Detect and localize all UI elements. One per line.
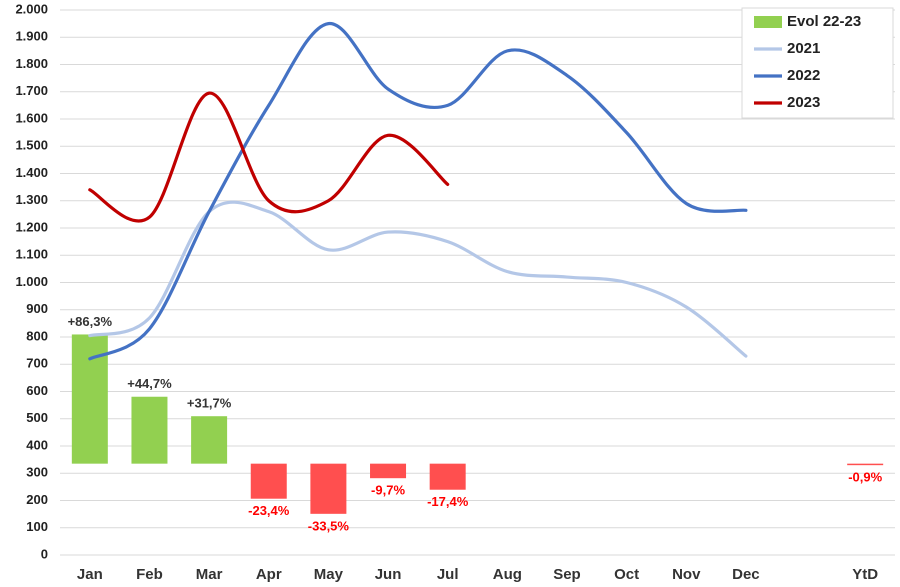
- x-tick-label: May: [314, 566, 344, 583]
- y-tick-label: 600: [26, 383, 48, 398]
- bar: [191, 416, 228, 464]
- bar: [847, 463, 884, 466]
- value-label: +31,7%: [187, 396, 232, 411]
- y-tick-label: 1.300: [15, 192, 48, 207]
- y-tick-label: 1.200: [15, 219, 48, 234]
- legend-label: 2023: [787, 94, 820, 111]
- x-tick-label: Jun: [375, 566, 402, 583]
- x-tick-label: Feb: [136, 566, 163, 583]
- line: [88, 91, 450, 223]
- value-label: -0,9%: [848, 469, 882, 484]
- y-tick-label: 2.000: [15, 1, 48, 16]
- bar: [131, 396, 168, 464]
- x-tick-label: Apr: [256, 566, 282, 583]
- y-tick-label: 1.800: [15, 56, 48, 71]
- y-tick-label: 1.400: [15, 165, 48, 180]
- y-tick-label: 700: [26, 356, 48, 371]
- y-tick-label: 300: [26, 465, 48, 480]
- legend-swatch: [754, 16, 782, 28]
- y-tick-label: 1.500: [15, 138, 48, 153]
- x-tick-label: Oct: [614, 566, 639, 583]
- y-tick-label: 1.000: [15, 274, 48, 289]
- value-label: +86,3%: [68, 314, 113, 329]
- value-label: -33,5%: [308, 518, 350, 533]
- y-tick-label: 900: [26, 301, 48, 316]
- x-tick-label: Jan: [77, 566, 103, 583]
- value-label: -17,4%: [427, 494, 469, 509]
- y-tick-label: 200: [26, 492, 48, 507]
- legend-label: 2021: [787, 40, 820, 57]
- value-label: -9,7%: [371, 483, 405, 498]
- y-tick-label: 1.100: [15, 247, 48, 262]
- x-tick-label: Sep: [553, 566, 581, 583]
- y-tick-label: 100: [26, 519, 48, 534]
- value-label: -23,4%: [248, 503, 290, 518]
- line: [88, 200, 748, 358]
- legend-label: 2022: [787, 67, 820, 84]
- y-tick-label: 1.900: [15, 29, 48, 44]
- legend-label: Evol 22-23: [787, 13, 861, 30]
- value-label: +44,7%: [127, 376, 172, 391]
- y-tick-label: 400: [26, 437, 48, 452]
- y-tick-label: 0: [41, 546, 48, 561]
- x-tick-label: Nov: [672, 566, 701, 583]
- x-tick-label: Aug: [493, 566, 522, 583]
- x-tick-label: YtD: [852, 566, 878, 583]
- bar: [370, 463, 407, 479]
- bar: [429, 463, 466, 490]
- y-tick-label: 1.700: [15, 83, 48, 98]
- y-tick-label: 800: [26, 328, 48, 343]
- y-tick-label: 1.600: [15, 110, 48, 125]
- x-tick-label: Mar: [196, 566, 223, 583]
- y-tick-label: 500: [26, 410, 48, 425]
- x-tick-label: Jul: [437, 566, 459, 583]
- line: [88, 22, 748, 361]
- x-tick-label: Dec: [732, 566, 760, 583]
- bar: [310, 463, 347, 514]
- bar: [250, 463, 287, 499]
